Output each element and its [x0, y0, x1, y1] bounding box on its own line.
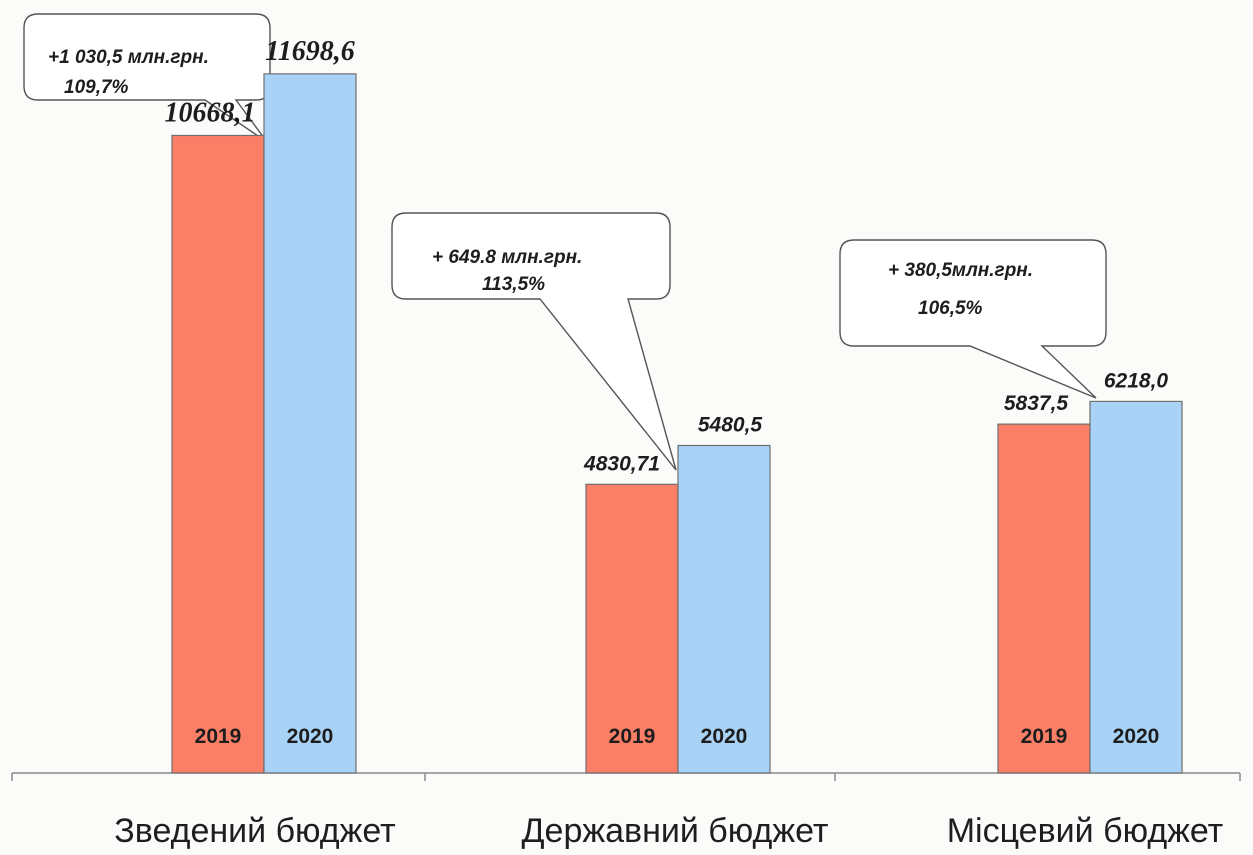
data-label: 5837,5 [1004, 392, 1069, 415]
callout-percent-text: 106,5% [918, 298, 983, 319]
callout-bubble: +1 030,5 млн.грн. 109,7% [23, 13, 271, 143]
label-layer: 2019 10668,1 2020 11698,6 2019 4830,71 2020 548… [165, 36, 1169, 748]
bar-2020-1 [677, 444, 771, 774]
bar-2019-2 [997, 423, 1091, 774]
callout-change-text: + 649.8 млн.грн. [432, 247, 582, 268]
bar-year-label: 2020 [701, 725, 748, 748]
callout-shape [839, 239, 1107, 399]
bar-year-label: 2019 [1021, 725, 1068, 748]
data-label: 6218,0 [1104, 369, 1169, 392]
data-label: 10668,1 [165, 97, 256, 128]
category-label: Зведений бюджет [114, 812, 396, 850]
bar-2020-0 [263, 73, 357, 774]
callout-bubble: + 649.8 млн.грн. 113,5% [391, 212, 677, 471]
category-label: Місцевий бюджет [947, 812, 1224, 850]
bar-year-label: 2019 [609, 725, 656, 748]
callout-change-text: + 380,5млн.грн. [888, 260, 1033, 281]
data-label: 4830,71 [583, 452, 660, 475]
category-label: Державний бюджет [522, 812, 829, 850]
bar-year-label: 2019 [195, 725, 242, 748]
bar-year-label: 2020 [1113, 725, 1160, 748]
callout-bubble: + 380,5млн.грн. 106,5% [839, 239, 1107, 399]
callout-shape [391, 212, 677, 471]
callout-percent-text: 113,5% [482, 274, 545, 295]
callout-shape [23, 13, 271, 143]
callout-percent-text: 109,7% [64, 77, 129, 98]
callout-layer: +1 030,5 млн.грн. 109,7% + 649.8 млн.грн. 1… [23, 13, 1107, 471]
data-label: 11698,6 [265, 36, 354, 67]
bar-2020-2 [1089, 400, 1183, 774]
category-label-layer: Зведений бюджет Державний бюджет Місцевий … [114, 812, 1223, 850]
bar-2019-0 [171, 134, 265, 774]
bar-year-label: 2020 [287, 725, 334, 748]
bar-layer [171, 73, 1183, 774]
x-axis-ticks [11, 773, 1241, 781]
callout-change-text: +1 030,5 млн.грн. [48, 47, 209, 68]
data-label: 5480,5 [698, 413, 763, 436]
